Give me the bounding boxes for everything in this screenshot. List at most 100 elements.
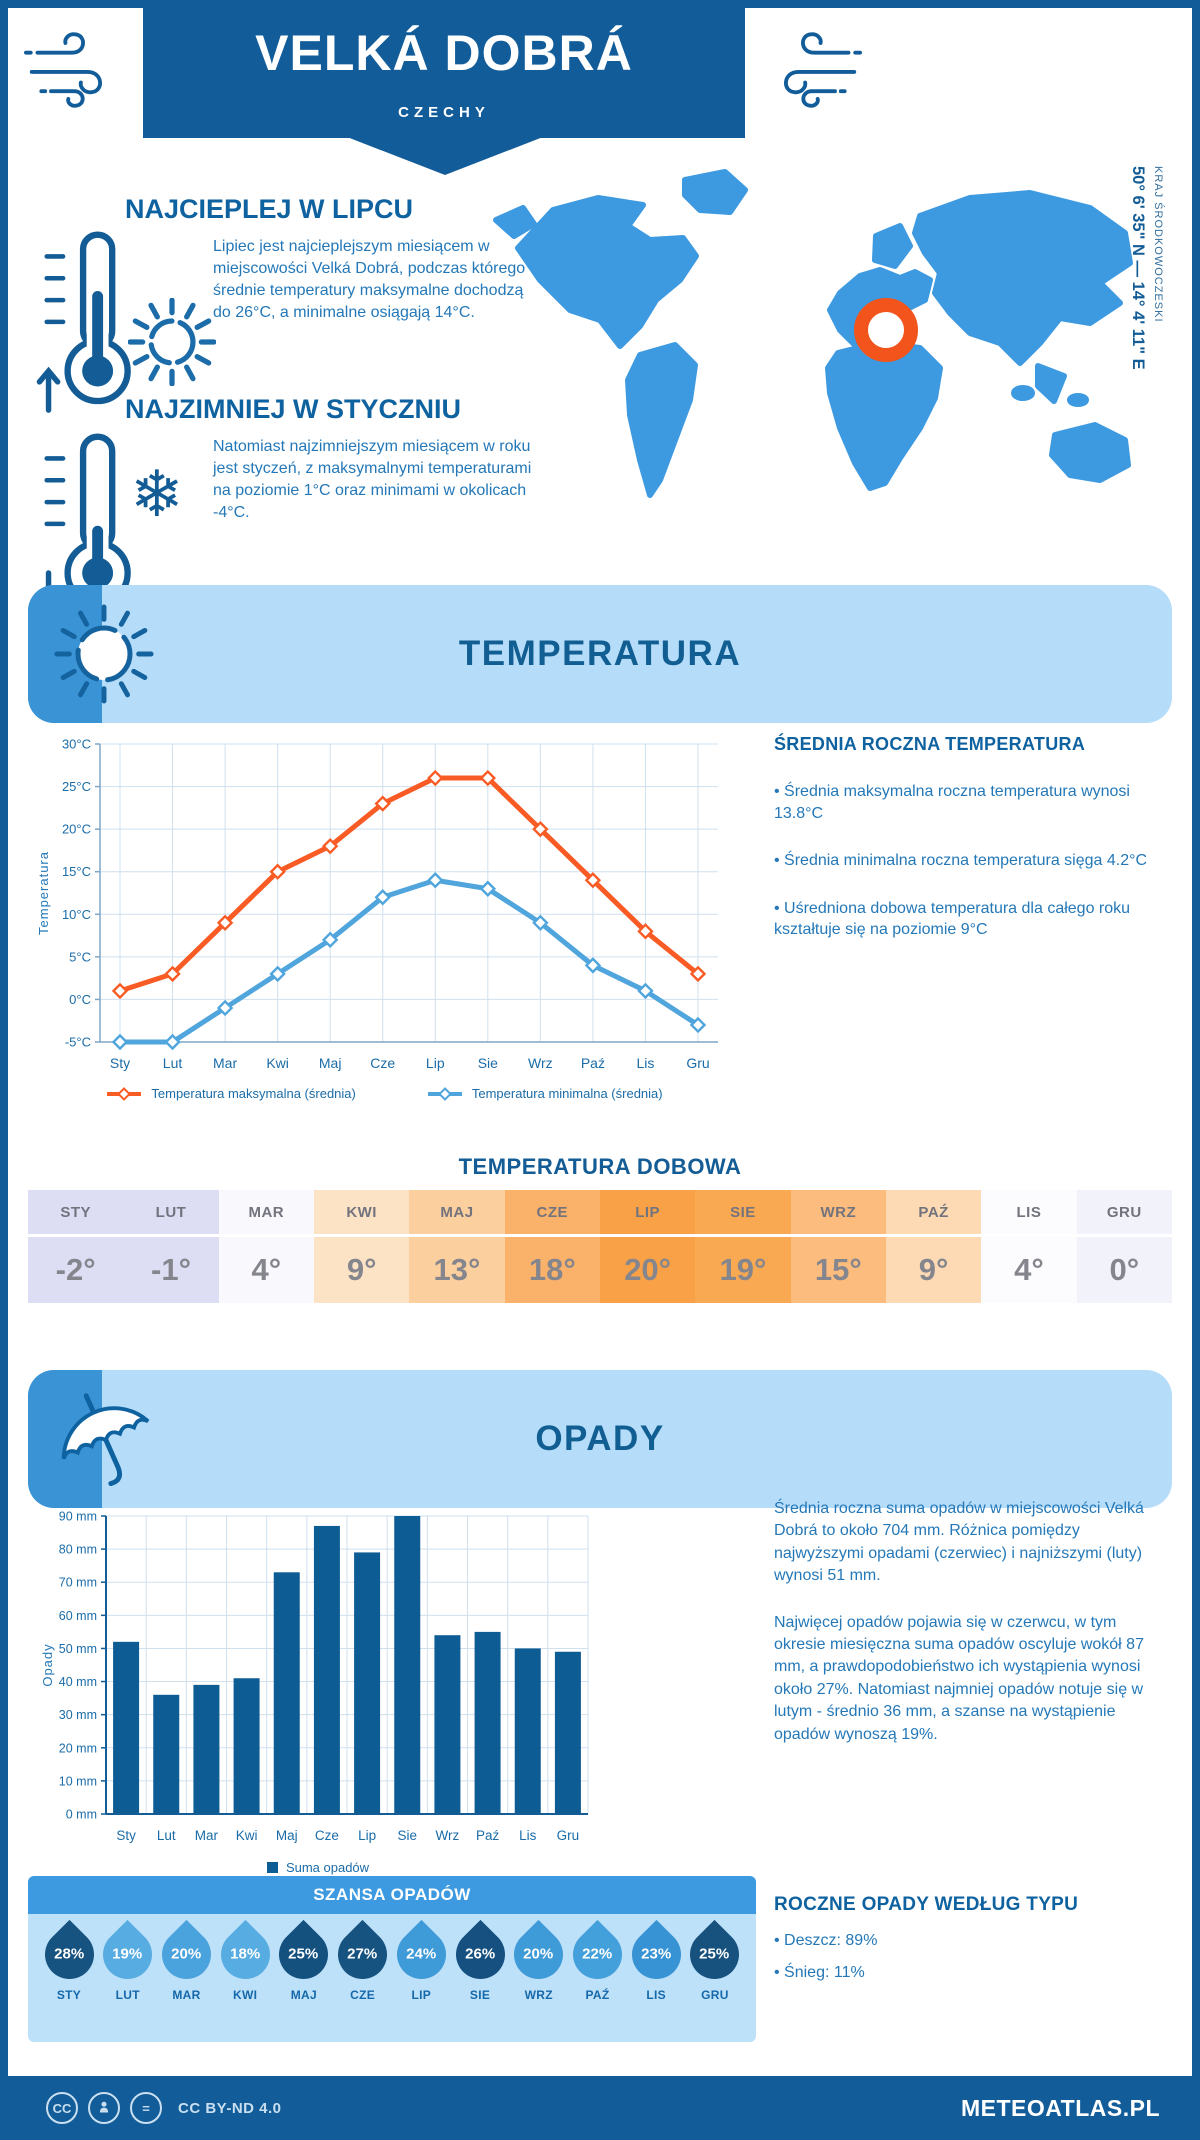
bullet-item: Średnia minimalna roczna temperatura się…: [774, 850, 1172, 872]
bullet-item: Śnieg: 11%: [774, 1962, 1172, 1984]
coldest-text: Natomiast najzimniejszym miesiącem w rok…: [213, 438, 532, 522]
chance-value: 18%: [230, 1946, 261, 1963]
table-column: LUT -1°: [123, 1190, 219, 1303]
svg-text:-5°C: -5°C: [65, 1035, 91, 1050]
temperature-value: 9°: [313, 1234, 410, 1303]
droplet-month: LIP: [411, 1988, 432, 2002]
droplet-icon: 28%: [34, 1919, 104, 1990]
brand-logo: METEOATLAS.PL: [960, 2094, 1160, 2121]
droplet-icon: 25%: [269, 1919, 339, 1990]
droplet-month: LIS: [646, 1988, 666, 2002]
month-header: LIS: [1016, 1203, 1042, 1221]
svg-text:Opady: Opady: [40, 1643, 55, 1686]
month-header: GRU: [1106, 1203, 1142, 1221]
coordinates-block: 50° 6' 35" N — 14° 4' 11" E KRAJ ŚRODKOW…: [1128, 166, 1164, 566]
legend-label: Suma opadów: [285, 1860, 370, 1875]
precipitation-by-type-heading: ROCZNE OPADY WEDŁUG TYPU: [774, 1894, 1079, 1915]
svg-text:Paź: Paź: [581, 1055, 605, 1071]
svg-text:Lip: Lip: [426, 1055, 445, 1071]
svg-text:5°C: 5°C: [69, 949, 91, 964]
thermometer-warm-icon: [36, 231, 131, 413]
svg-text:Cze: Cze: [370, 1055, 395, 1071]
droplet-icon: 23%: [621, 1919, 691, 1990]
month-header: LUT: [155, 1203, 187, 1221]
content-area: VELKÁ DOBRÁ CZECHY: [8, 8, 1192, 2076]
legend-item: Temperatura maksymalna (średnia): [105, 1086, 356, 1101]
page-subtitle: CZECHY: [398, 104, 490, 121]
chance-value: 19%: [112, 1946, 143, 1963]
droplet-month: WRZ: [524, 1988, 553, 2002]
precipitation-section-title: OPADY: [535, 1419, 665, 1458]
temperature-value: 4°: [218, 1234, 314, 1303]
svg-text:Lis: Lis: [637, 1055, 655, 1071]
svg-text:Lip: Lip: [358, 1828, 376, 1843]
coordinates-text: 50° 6' 35" N — 14° 4' 11" E: [1129, 166, 1147, 370]
chance-value: 25%: [699, 1946, 730, 1963]
temperature-value: -1°: [123, 1234, 219, 1303]
temperature-value: 19°: [695, 1234, 791, 1303]
droplet-item: 26% SIE: [445, 1919, 515, 2002]
no-derivatives-icon: =: [130, 2092, 162, 2124]
droplet-icon: 25%: [680, 1919, 750, 1990]
region-text: KRAJ ŚRODKOWOCZESKI: [1152, 166, 1164, 323]
temperature-value: 18°: [504, 1234, 600, 1303]
droplet-item: 20% MAR: [151, 1919, 222, 2002]
droplet-month: STY: [56, 1988, 82, 2002]
droplet-icon: 18%: [210, 1919, 280, 1990]
table-column: LIP 20°: [599, 1190, 696, 1303]
droplet-month: MAR: [172, 1988, 201, 2002]
sun-icon: [54, 604, 154, 704]
wind-icon: [784, 32, 862, 108]
svg-text:Lut: Lut: [163, 1055, 183, 1071]
droplet-month: CZE: [350, 1988, 376, 2002]
svg-text:10°C: 10°C: [62, 907, 91, 922]
svg-text:20 mm: 20 mm: [59, 1741, 97, 1755]
svg-text:Wrz: Wrz: [528, 1055, 553, 1071]
droplet-item: 24% LIP: [386, 1919, 456, 2002]
coldest-heading: NAJZIMNIEJ W STYCZNIU: [125, 394, 462, 424]
precipitation-chance-body: 28% STY 19% LUT 20% MAR 18% KWI 25% MAJ 27% CZE 24% L…: [28, 1914, 756, 2042]
legend-marker: [427, 1086, 462, 1101]
month-header: CZE: [536, 1203, 569, 1221]
legend-item: Temperatura minimalna (średnia): [426, 1086, 663, 1101]
table-column: WRZ 15°: [790, 1190, 886, 1303]
temperature-section-title: TEMPERATURA: [458, 634, 742, 673]
month-header: MAR: [248, 1203, 285, 1221]
droplet-icon: 27%: [327, 1919, 398, 1990]
warmest-heading: NAJCIEPLEJ W LIPCU: [125, 194, 414, 224]
bullet-item: Średnia maksymalna roczna temperatura wy…: [774, 781, 1172, 824]
svg-text:80 mm: 80 mm: [59, 1543, 97, 1557]
droplet-item: 22% PAŹ: [562, 1919, 633, 2002]
svg-text:0°C: 0°C: [69, 992, 91, 1007]
svg-text:30°C: 30°C: [62, 737, 91, 752]
world-map: [493, 169, 1133, 498]
svg-text:Paź: Paź: [476, 1828, 500, 1843]
wind-icon: [24, 32, 102, 108]
page-title: VELKÁ DOBRÁ: [255, 25, 633, 81]
snowflake-icon: ❄: [130, 458, 184, 532]
precipitation-text: Średnia roczna suma opadów w miejscowośc…: [774, 1498, 1172, 1770]
temperature-chart-legend: Temperatura maksymalna (średnia) Temperat…: [34, 1086, 734, 1101]
umbrella-icon: [61, 1393, 150, 1487]
svg-text:0 mm: 0 mm: [66, 1808, 97, 1822]
droplet-item: 19% LUT: [93, 1919, 163, 2002]
svg-text:20°C: 20°C: [62, 822, 91, 837]
droplet-item: 25% GRU: [680, 1919, 750, 2002]
temperature-value: 20°: [599, 1234, 696, 1303]
header-band: [143, 8, 745, 138]
precipitation-chance-panel: SZANSA OPADÓW 28% STY 19% LUT 20% MAR 18% KWI 25…: [28, 1876, 756, 2042]
bullet-item: Uśredniona dobowa temperatura dla całego…: [774, 898, 1172, 941]
chance-value: 23%: [641, 1946, 672, 1963]
month-header: STY: [60, 1203, 91, 1221]
svg-text:Gru: Gru: [686, 1055, 709, 1071]
precipitation-by-type-bullets: Deszcz: 89% Śnieg: 11%: [774, 1930, 1172, 1983]
chance-value: 28%: [53, 1946, 85, 1963]
paragraph: Średnia roczna suma opadów w miejscowośc…: [774, 1500, 1144, 1585]
droplet-month: GRU: [701, 1988, 729, 2002]
svg-text:Maj: Maj: [319, 1055, 342, 1071]
svg-text:Cze: Cze: [315, 1828, 339, 1843]
annual-temperature-heading: ŚREDNIA ROCZNA TEMPERATURA: [774, 734, 1086, 754]
month-header: PAŹ: [918, 1203, 949, 1221]
table-column: MAJ 13°: [409, 1190, 505, 1303]
droplet-icon: 20%: [151, 1919, 222, 1990]
